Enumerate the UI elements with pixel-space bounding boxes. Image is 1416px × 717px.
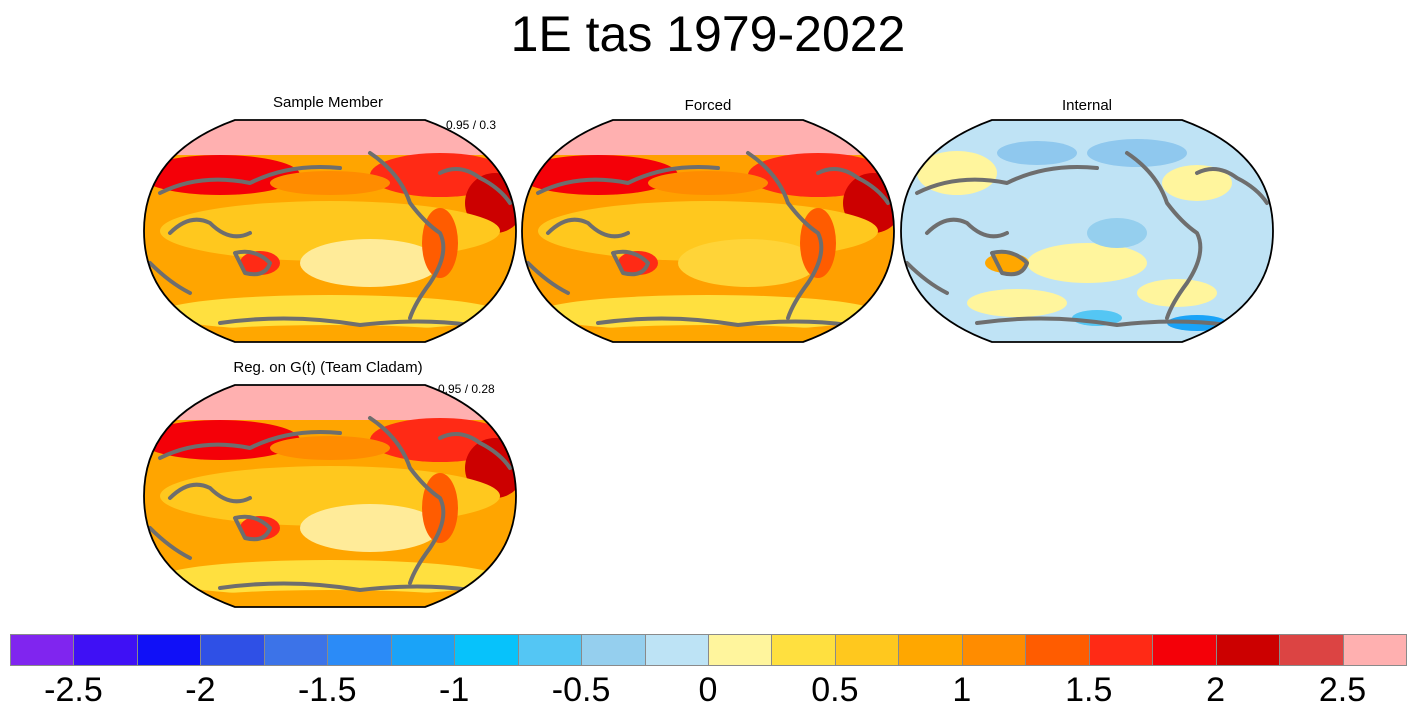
colorbar-swatch [1342,634,1407,666]
colorbar-swatch [898,634,963,666]
panel-stat-regression: 0.95 / 0.28 [438,382,495,396]
colorbar-tick-label: -2.5 [44,671,103,709]
colorbar-swatch [1088,634,1154,666]
colorbar-tick-label: 1.5 [1065,671,1113,709]
panel-title-regression: Reg. on G(t) (Team Cladam) [233,359,423,376]
panel-title-internal: Internal [1061,97,1113,114]
colorbar-swatch [327,634,392,666]
figure-title: 1E tas 1979-2022 [510,6,906,62]
colorbar-swatch [517,634,583,666]
colorbar-tick-label: 0.5 [811,671,859,709]
colorbar-swatch [708,634,773,666]
colorbar-tick-label: 2 [1206,671,1226,709]
colorbar-swatch [200,634,265,666]
colorbar-swatch [771,634,836,666]
colorbar-swatch [10,634,75,666]
colorbar-swatch [961,634,1027,666]
panel-stat-sample: 0.95 / 0.3 [446,118,497,132]
colorbar-swatch [1279,634,1344,666]
map-sample [143,119,517,343]
colorbar-swatch [1215,634,1281,666]
colorbar-swatch [834,634,900,666]
colorbar-tick-label: -2 [185,671,216,709]
colorbar-tick-label: -0.5 [551,671,611,709]
colorbar-tick-label: 1 [952,671,972,709]
colorbar-swatch [1025,634,1090,666]
map-internal [900,119,1274,343]
colorbar-tick-label: -1.5 [297,671,357,709]
panel-title-forced: Forced [684,97,732,114]
colorbar-swatch [1152,634,1217,666]
colorbar-tick-label: 0 [698,671,718,709]
colorbar-tick-label: -1 [439,671,470,709]
colorbar [10,634,1407,668]
colorbar-tick-label: 2.5 [1318,671,1367,709]
panel-title-sample: Sample Member [272,94,384,111]
colorbar-swatch [263,634,329,666]
colorbar-swatch [454,634,519,666]
map-regression [143,384,517,608]
colorbar-swatch [73,634,138,666]
colorbar-swatch [644,634,709,666]
colorbar-swatch [136,634,202,666]
colorbar-swatch [390,634,456,666]
map-forced [521,119,895,343]
colorbar-swatch [581,634,646,666]
